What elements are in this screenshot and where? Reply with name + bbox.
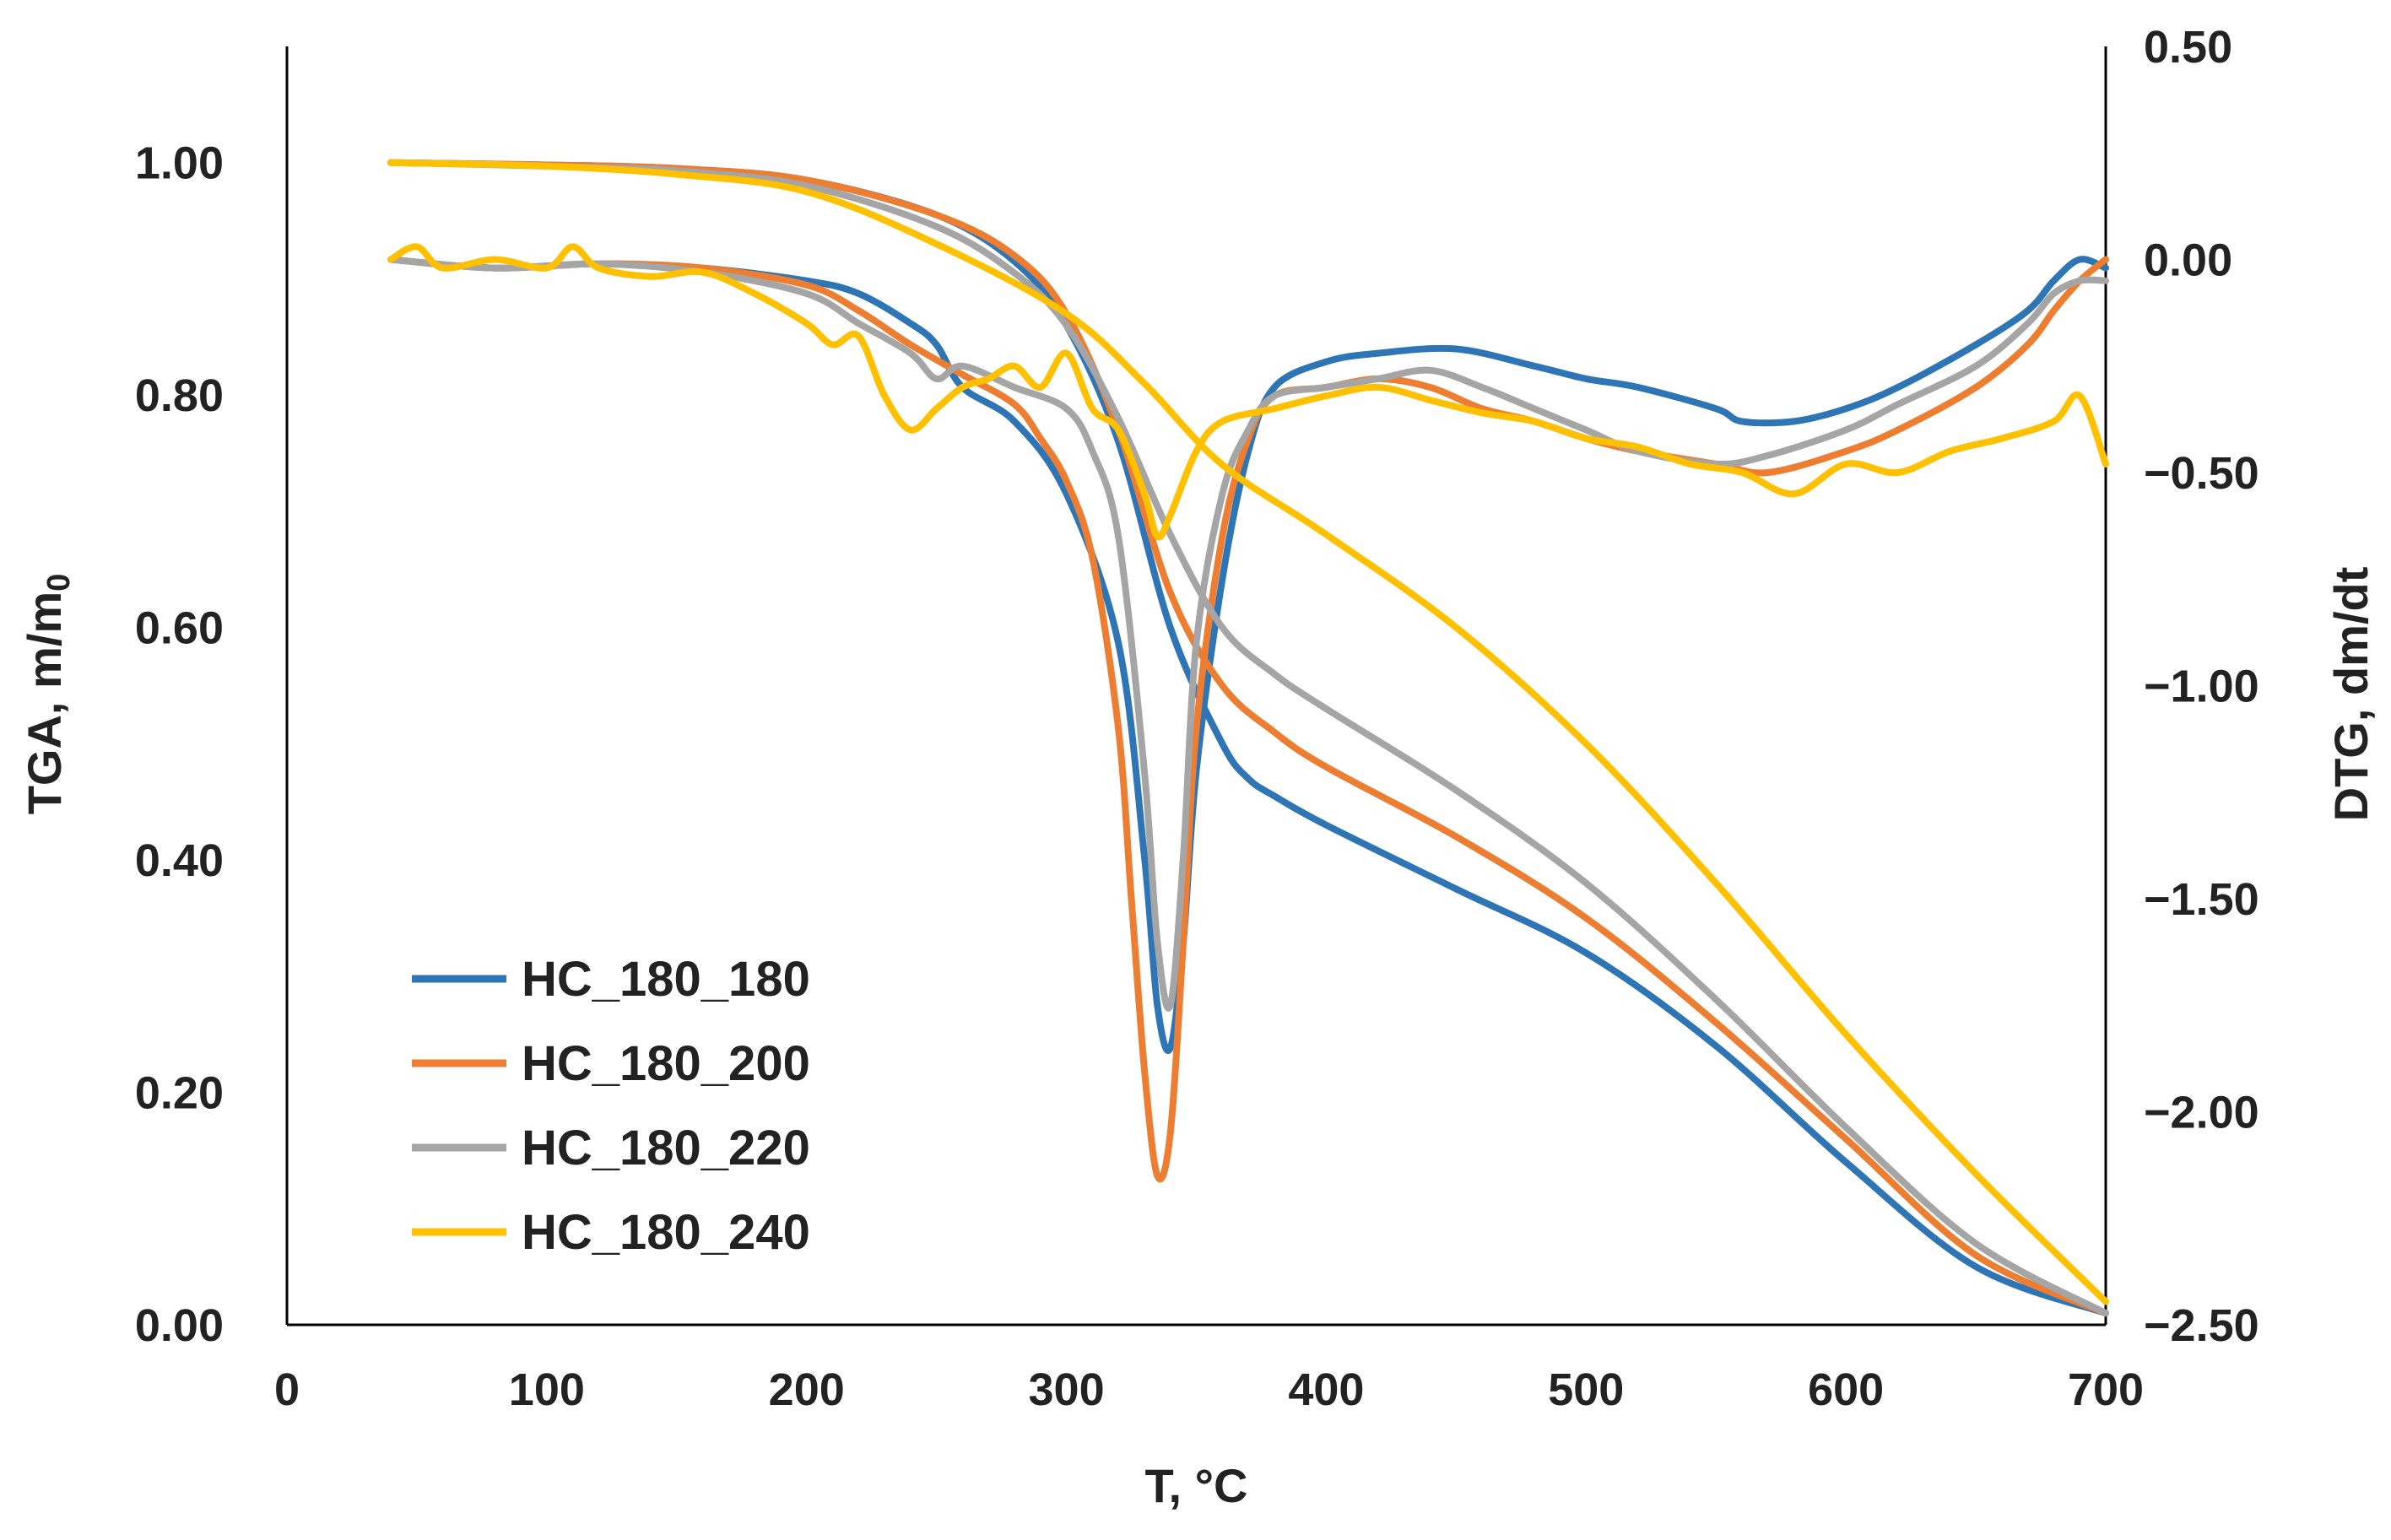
y-right-tick-label: 0.00 bbox=[2144, 235, 2232, 286]
x-tick-label: 500 bbox=[1548, 1364, 1624, 1415]
y-axis-right-title: DTG, dm/dt bbox=[2324, 567, 2377, 822]
x-tick-label: 700 bbox=[2068, 1364, 2144, 1415]
y-left-tick-label: 0.40 bbox=[135, 835, 224, 886]
axes-layer: 0 100 200 300 400 500 600 700 0.00 0.20 0.40 0.60 0.… bbox=[135, 22, 2259, 1415]
y-right-tick-label: 0.50 bbox=[2144, 22, 2232, 73]
legend-label-hc-180-240: HC_180_240 bbox=[522, 1205, 810, 1260]
x-axis-title: T, °C bbox=[1145, 1459, 1248, 1512]
dtg-line-hc-180-200 bbox=[387, 256, 2109, 1183]
y-axis-left-title-subscript: 0 bbox=[41, 574, 77, 592]
legend-label-hc-180-200: HC_180_200 bbox=[522, 1036, 810, 1091]
dtg-line-hc-180-240 bbox=[387, 243, 2109, 541]
legend-label-hc-180-220: HC_180_220 bbox=[522, 1121, 810, 1175]
x-tick-label: 400 bbox=[1288, 1364, 1364, 1415]
legend-label-hc-180-180: HC_180_180 bbox=[522, 952, 810, 1007]
y-left-tick-label: 0.20 bbox=[135, 1068, 224, 1119]
tga-line-hc-180-220 bbox=[387, 159, 2109, 1317]
y-right-tick-label: −2.50 bbox=[2144, 1300, 2259, 1351]
x-tick-label: 200 bbox=[769, 1364, 845, 1415]
y-axis-left-title-main: TGA, m/m bbox=[18, 592, 71, 814]
series-layer bbox=[387, 159, 2109, 1317]
legend: HC_180_180 HC_180_200 HC_180_220 HC_180_240 bbox=[412, 952, 810, 1260]
x-tick-label: 100 bbox=[509, 1364, 585, 1415]
tga-line-hc-180-200 bbox=[387, 159, 2109, 1317]
dtg-line-hc-180-220 bbox=[387, 256, 2109, 1012]
y-left-tick-label: 0.80 bbox=[135, 370, 224, 421]
y-left-tick-label: 1.00 bbox=[135, 138, 224, 189]
y-right-tick-label: −0.50 bbox=[2144, 448, 2259, 499]
x-tick-label: 300 bbox=[1029, 1364, 1105, 1415]
y-axis-left-title: TGA, m/m0 bbox=[18, 574, 77, 815]
tga-line-hc-180-240 bbox=[387, 159, 2109, 1305]
x-tick-label: 0 bbox=[274, 1364, 300, 1415]
y-left-tick-label: 0.00 bbox=[135, 1300, 224, 1351]
y-right-tick-label: −1.50 bbox=[2144, 874, 2259, 925]
dtg-line-hc-180-180 bbox=[387, 256, 2109, 1054]
x-tick-label: 600 bbox=[1808, 1364, 1884, 1415]
y-right-tick-label: −1.00 bbox=[2144, 662, 2259, 712]
y-right-tick-label: −2.00 bbox=[2144, 1088, 2259, 1138]
y-left-tick-label: 0.60 bbox=[135, 603, 224, 654]
